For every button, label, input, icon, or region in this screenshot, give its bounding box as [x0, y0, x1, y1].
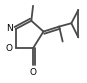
Text: O: O	[6, 44, 13, 53]
Text: N: N	[6, 24, 13, 33]
Text: O: O	[30, 68, 37, 77]
